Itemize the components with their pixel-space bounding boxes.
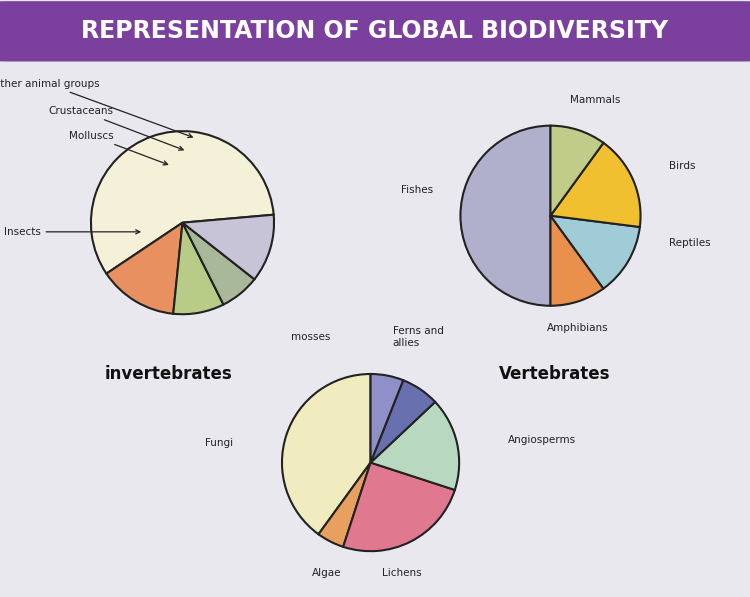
Wedge shape xyxy=(182,223,254,304)
Wedge shape xyxy=(370,402,459,490)
Text: Mammals: Mammals xyxy=(570,96,621,106)
Text: invertebrates: invertebrates xyxy=(105,365,232,383)
Text: Molluscs: Molluscs xyxy=(69,131,167,165)
Wedge shape xyxy=(460,125,550,306)
Text: REPRESENTATION OF GLOBAL BIODIVERSITY: REPRESENTATION OF GLOBAL BIODIVERSITY xyxy=(82,19,668,44)
Text: Fungi: Fungi xyxy=(206,438,233,448)
Wedge shape xyxy=(370,380,435,463)
Text: Amphibians: Amphibians xyxy=(547,323,608,333)
Wedge shape xyxy=(282,374,370,534)
FancyBboxPatch shape xyxy=(0,2,750,61)
Text: Other animal groups: Other animal groups xyxy=(0,79,192,137)
Wedge shape xyxy=(106,223,182,314)
Wedge shape xyxy=(550,216,604,306)
Text: Reptiles: Reptiles xyxy=(669,238,711,248)
Wedge shape xyxy=(550,216,640,288)
Text: Vertebrates: Vertebrates xyxy=(500,365,610,383)
Wedge shape xyxy=(344,463,454,551)
Wedge shape xyxy=(173,223,223,314)
Wedge shape xyxy=(91,131,274,273)
Text: Angiosperms: Angiosperms xyxy=(508,435,576,445)
Text: Lichens: Lichens xyxy=(382,568,422,578)
Wedge shape xyxy=(182,215,274,279)
Text: Birds: Birds xyxy=(669,161,696,171)
Text: Fishes: Fishes xyxy=(401,186,433,195)
Text: Crustaceans: Crustaceans xyxy=(49,106,183,150)
Wedge shape xyxy=(319,463,370,547)
Wedge shape xyxy=(550,125,604,216)
Text: Insects: Insects xyxy=(4,227,140,237)
Wedge shape xyxy=(370,374,404,463)
Text: mosses: mosses xyxy=(291,332,331,342)
Text: Ferns and
allies: Ferns and allies xyxy=(393,326,443,347)
Wedge shape xyxy=(550,143,640,227)
Text: Algae: Algae xyxy=(311,568,341,578)
